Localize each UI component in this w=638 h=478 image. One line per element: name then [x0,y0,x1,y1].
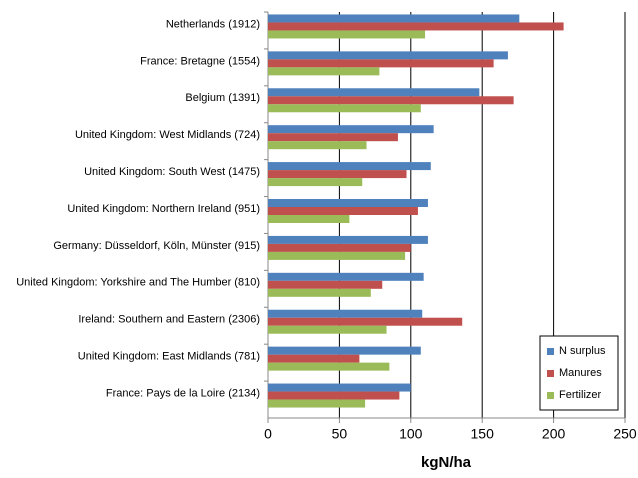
x-tick-label: 150 [471,426,495,442]
bar [268,88,480,97]
bar [268,354,360,363]
bar [268,162,431,171]
bar [268,178,363,187]
bar [268,362,390,371]
bar [268,288,371,297]
bar [268,96,514,105]
bar [268,30,426,39]
legend-label: N surplus [559,345,606,357]
legend-label: Manures [559,367,602,379]
legend-label: Fertilizer [559,389,602,401]
bar [268,399,366,408]
legend-swatch [547,348,554,355]
y-tick-label: United Kingdom: South West (1475) [84,166,260,178]
bar [268,199,428,207]
bar [268,243,411,252]
legend-swatch [547,392,554,399]
x-tick-label: 50 [332,426,348,442]
bar [268,67,380,76]
bar [268,251,406,260]
bar [268,14,520,23]
y-tick-label: France: Pays de la Loire (2134) [106,387,260,399]
bar [268,272,424,281]
bar [268,125,434,134]
x-axis-label: kgN/ha [421,454,472,471]
bar [268,235,428,244]
y-tick-label: Belgium (1391) [185,92,260,104]
x-tick-label: 200 [542,426,566,442]
x-tick-label: 250 [613,426,637,442]
bar [268,170,407,179]
y-tick-label: Germany: Düsseldorf, Köln, Münster (915) [53,240,260,252]
y-tick-label: Ireland: Southern and Eastern (2306) [78,314,260,326]
bar [268,133,398,142]
y-tick-label: United Kingdom: West Midlands (724) [75,129,260,141]
y-tick-label: France: Bretagne (1554) [140,55,260,67]
bar [268,141,367,150]
y-tick-label: United Kingdom: Northern Ireland (951) [67,203,260,215]
bar [268,59,494,68]
bar [268,22,564,31]
bar [268,325,387,334]
legend: N surplus Manures Fertilizer [539,335,619,411]
bar [268,309,423,318]
bar [268,391,400,400]
x-tick-label: 100 [399,426,423,442]
bar [268,280,383,289]
bar [268,104,421,113]
y-tick-label: Netherlands (1912) [166,18,260,30]
y-tick-label: United Kingdom: Yorkshire and The Humber… [16,277,260,289]
bar [268,215,350,223]
bar [268,383,411,392]
bar [268,207,418,215]
bar [268,317,463,326]
x-tick-label: 0 [264,426,272,442]
bar [268,51,508,60]
y-tick-label: United Kingdom: East Midlands (781) [78,351,260,363]
legend-swatch [547,370,554,377]
bar [268,346,421,355]
